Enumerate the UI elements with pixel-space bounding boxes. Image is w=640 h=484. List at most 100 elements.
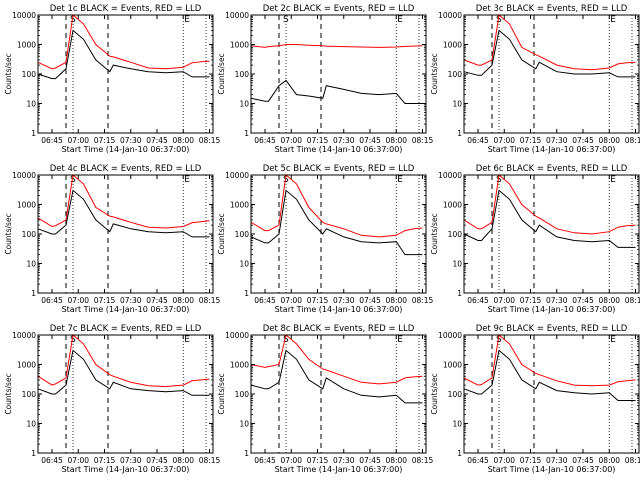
y-tick-label: 10 xyxy=(26,420,36,429)
y-tick-label: 1 xyxy=(244,289,249,298)
y-tick-label: 1 xyxy=(31,289,36,298)
x-tick-label: 07:45 xyxy=(146,136,168,145)
x-tick-label: 07:30 xyxy=(546,296,568,305)
x-tick-label: 07:15 xyxy=(520,456,542,465)
y-tick-label: 100 xyxy=(22,230,37,239)
x-axis-label: Start Time (14-Jan-10 06:37:00) xyxy=(62,145,190,154)
x-tick-label: 06:45 xyxy=(41,296,63,305)
end-marker-label: E xyxy=(610,335,616,345)
start-marker-label: S xyxy=(70,335,76,345)
x-tick-label: 06:45 xyxy=(467,296,489,305)
x-tick-label: 06:45 xyxy=(254,456,276,465)
x-tick-label: 07:45 xyxy=(359,296,381,305)
x-tick-label: 07:30 xyxy=(120,136,142,145)
x-tick-label: 08:00 xyxy=(598,296,620,305)
chart-title: Det 7c BLACK = Events, RED = LLD xyxy=(50,324,202,334)
y-tick-label: 1 xyxy=(457,289,462,298)
y-tick-label: 100 xyxy=(448,230,463,239)
x-tick-label: 07:45 xyxy=(359,456,381,465)
y-axis-label: Counts/sec xyxy=(430,373,439,414)
series-line-events xyxy=(250,189,423,256)
x-axis-label: Start Time (14-Jan-10 06:37:00) xyxy=(488,305,616,314)
y-axis-label: Counts/sec xyxy=(4,373,13,414)
y-tick-label: 10000 xyxy=(12,331,36,340)
x-axis-label: Start Time (14-Jan-10 06:37:00) xyxy=(275,465,403,474)
y-tick-label: 10000 xyxy=(438,331,462,340)
x-tick-label: 08:15 xyxy=(625,456,640,465)
x-axis-label: Start Time (14-Jan-10 06:37:00) xyxy=(62,305,190,314)
plot-frame xyxy=(463,174,640,294)
y-tick-label: 1000 xyxy=(230,361,249,370)
end-marker-label: E xyxy=(184,15,190,25)
series-line-lld xyxy=(463,14,636,71)
start-marker-label: S xyxy=(496,175,502,185)
series-line-lld xyxy=(37,14,210,70)
x-tick-label: 07:00 xyxy=(280,296,302,305)
x-axis-label: Start Time (14-Jan-10 06:37:00) xyxy=(488,465,616,474)
series-line-events xyxy=(37,189,210,238)
y-tick-label: 100 xyxy=(22,390,37,399)
end-marker-label: E xyxy=(610,175,616,185)
y-axis-label: Counts/sec xyxy=(430,213,439,254)
y-tick-label: 1000 xyxy=(17,361,36,370)
end-marker-label: E xyxy=(184,175,190,185)
series-line-events xyxy=(463,29,636,78)
x-tick-label: 06:45 xyxy=(254,296,276,305)
x-tick-label: 08:00 xyxy=(385,456,407,465)
series-line-events xyxy=(250,349,423,404)
chart-title: Det 1c BLACK = Events, RED = LLD xyxy=(50,4,202,14)
y-tick-label: 100 xyxy=(448,390,463,399)
x-tick-label: 07:00 xyxy=(493,296,515,305)
x-tick-label: 08:15 xyxy=(625,296,640,305)
end-marker-label: E xyxy=(184,335,190,345)
series-line-events xyxy=(37,349,210,396)
x-axis-label: Start Time (14-Jan-10 06:37:00) xyxy=(275,305,403,314)
x-tick-label: 06:45 xyxy=(41,136,63,145)
series-line-events xyxy=(37,29,210,80)
x-tick-label: 08:15 xyxy=(625,136,640,145)
y-axis-label: Counts/sec xyxy=(217,213,226,254)
plot-frame xyxy=(250,14,427,134)
x-tick-label: 06:45 xyxy=(467,456,489,465)
series-line-lld xyxy=(463,174,636,235)
y-tick-label: 10 xyxy=(239,260,249,269)
plot-frame xyxy=(463,334,640,454)
y-tick-label: 10000 xyxy=(12,11,36,20)
x-tick-label: 08:00 xyxy=(598,136,620,145)
y-tick-label: 100 xyxy=(235,230,250,239)
y-tick-label: 10000 xyxy=(225,11,249,20)
x-tick-label: 07:15 xyxy=(520,296,542,305)
x-tick-label: 07:30 xyxy=(333,136,355,145)
plot-frame xyxy=(250,334,427,454)
x-axis-label: Start Time (14-Jan-10 06:37:00) xyxy=(488,145,616,154)
start-marker-label: S xyxy=(283,335,289,345)
y-tick-label: 1 xyxy=(244,129,249,138)
y-axis-label: Counts/sec xyxy=(4,53,13,94)
series-line-lld xyxy=(250,174,423,238)
x-tick-label: 08:15 xyxy=(412,136,434,145)
x-tick-label: 06:45 xyxy=(254,136,276,145)
series-line-events xyxy=(250,79,423,104)
y-tick-label: 1000 xyxy=(230,41,249,50)
plot-frame xyxy=(37,334,214,454)
y-tick-label: 1000 xyxy=(17,201,36,210)
y-tick-label: 10 xyxy=(452,100,462,109)
x-tick-label: 07:15 xyxy=(94,136,116,145)
y-tick-label: 10 xyxy=(239,100,249,109)
end-marker-label: E xyxy=(610,15,616,25)
y-tick-label: 1 xyxy=(31,449,36,458)
y-tick-label: 10 xyxy=(452,420,462,429)
y-tick-label: 100 xyxy=(235,390,250,399)
end-marker-label: E xyxy=(397,175,403,185)
x-tick-label: 07:00 xyxy=(67,136,89,145)
y-tick-label: 10000 xyxy=(12,171,36,180)
x-tick-label: 07:00 xyxy=(67,296,89,305)
start-marker-label: S xyxy=(496,15,502,25)
